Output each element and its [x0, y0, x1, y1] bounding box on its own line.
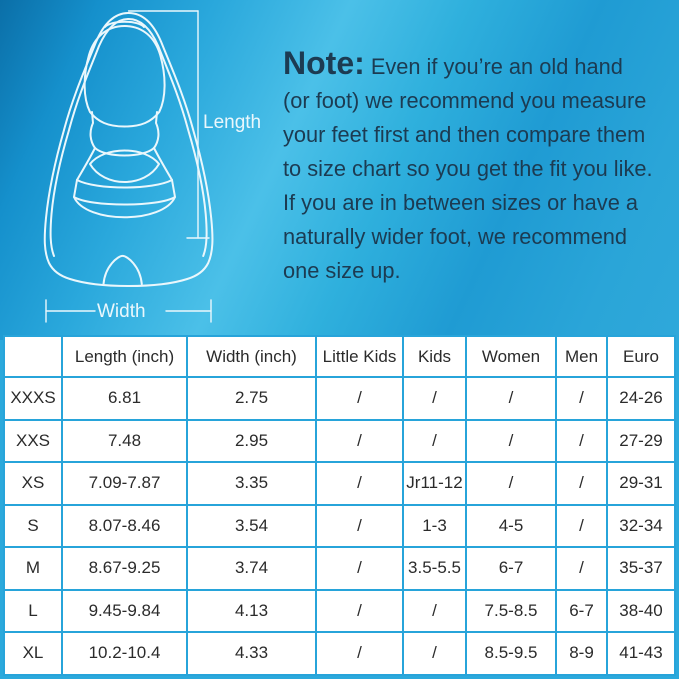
svg-text:Length: Length — [203, 112, 261, 133]
svg-text:Width: Width — [97, 301, 146, 322]
